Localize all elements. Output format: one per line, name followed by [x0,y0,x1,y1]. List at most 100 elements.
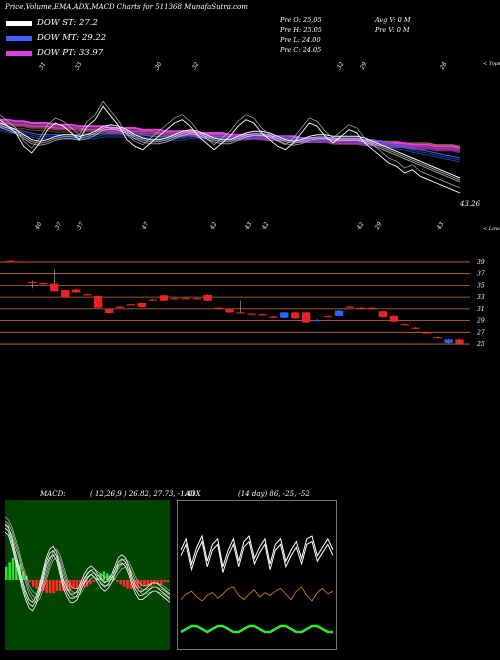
legend-dow-pt: DOW PT: 33.97 [6,48,103,58]
candle-body [455,339,464,344]
candle-body [39,283,48,285]
bottom-label: 42 [355,221,365,232]
candle-body [356,307,366,309]
ema-line [0,122,461,179]
macd-histogram-bar [72,580,75,589]
tops-label: < Tops [483,61,500,67]
bottom-label: 42 [208,221,218,232]
chart-title: Price,Volume,EMA,ADX,MACD Charts for 511… [5,3,248,11]
y-tick-label: 39 [477,259,485,266]
macd-background [5,500,170,650]
candle-body [291,312,300,319]
macd-histogram-bar [35,580,38,589]
macd-histogram-bar [156,580,160,585]
avg-volume: Avg V: 0 M [375,16,411,24]
candle-body [50,283,59,292]
macd-histogram-bar [48,580,52,594]
macd-histogram-bar [146,580,149,587]
candle-body [104,309,114,313]
pre-open: Pre O: 25.05 [280,16,322,24]
bottom-label: 40 [33,221,43,232]
candle-body [247,313,256,315]
legend-swatch [6,20,32,26]
adx-frame [177,500,337,650]
legend-dow-mt: DOW MT: 29.22 [6,33,106,43]
y-tick-label: 37 [477,271,485,278]
signal-line [5,520,170,599]
bottom-label: 42 [260,221,270,232]
y-tick-label: 27 [476,329,485,336]
macd-title: MACD: [40,490,66,498]
macd-histogram-bar [8,562,11,580]
bottom-label: 43 [435,221,445,232]
candle-body [28,281,37,284]
y-tick-label: 29 [476,318,485,325]
candle-body [269,316,278,318]
macd-histogram-bar [132,580,136,589]
top-label: 32 [191,61,201,71]
macd-chart [5,500,170,650]
candle-body [203,294,212,301]
candle-body [6,260,15,262]
candle-body [137,303,147,308]
legend-swatch [6,50,32,56]
plus-di-line [180,586,334,602]
macd-histogram-bar [92,580,96,583]
bottom-label: 43 [243,221,253,232]
candle-body [192,298,201,300]
lows-label: < Lows [483,226,500,232]
top-label: 30 [154,61,164,71]
macd-histogram-bar [28,580,32,583]
candle-body [214,307,223,309]
bottom-label: 37 [76,221,86,231]
candle-body [411,327,420,329]
macd-histogram-bar [116,580,119,583]
top-label: 31 [38,61,48,71]
macd-histogram-bar [143,580,146,587]
candle-body [334,310,344,316]
candle-body [236,312,245,314]
macd-line [5,523,170,604]
macd-histogram-bar [11,558,15,580]
macd-histogram-bar [95,577,99,580]
candle-body [433,337,442,339]
macd-params: ( 12,26,9 ) 26.82, 27.73, -1.41 [90,490,196,498]
candle-body [82,294,92,296]
candle-body [345,306,355,308]
candlestick-chart: 39 37 35 33 31 29 27 25 [0,259,485,348]
bottom-label: 29 [373,221,383,232]
top-label: 33 [74,61,84,71]
legend-dow-st: DOW ST: 27.2 [6,18,98,28]
bottom-label: 47 [140,221,150,232]
ema-line [0,127,461,161]
macd-histogram-bar [75,580,79,589]
y-tick-label: 35 [477,282,485,289]
candle-body [159,295,168,301]
candle-body [61,290,70,298]
adx-chart [177,500,337,650]
y-tick-label: 33 [477,294,485,301]
candle-body [312,320,322,322]
last-value-label: 43.26 [459,200,481,208]
macd-histogram-bar [102,571,106,580]
legend-label: DOW PT: 33.97 [37,48,104,58]
candle-body [17,261,26,263]
candle-body [181,298,190,300]
candle-body [389,315,398,322]
pre-volume: Pre V: 0 M [375,26,410,34]
macd-histogram-bar [5,566,8,580]
candle-body [302,312,311,323]
candle-body [367,307,377,309]
ema-line [0,126,461,183]
macd-histogram-bar [58,580,62,591]
macd-histogram-bar [163,580,166,583]
candle-body [225,308,234,313]
price-ema-chart: 31 33 30 32 32 29 28 40 37 37 47 42 43 42 42 29 43 < Tops… [0,61,500,232]
macd-histogram-bar [106,573,109,580]
macd-line [5,527,170,608]
price-line [0,105,461,194]
signal-line [5,525,170,603]
macd-histogram-bar [129,580,133,589]
macd-histogram-bar [122,580,126,587]
y-tick-label: 25 [476,341,485,348]
